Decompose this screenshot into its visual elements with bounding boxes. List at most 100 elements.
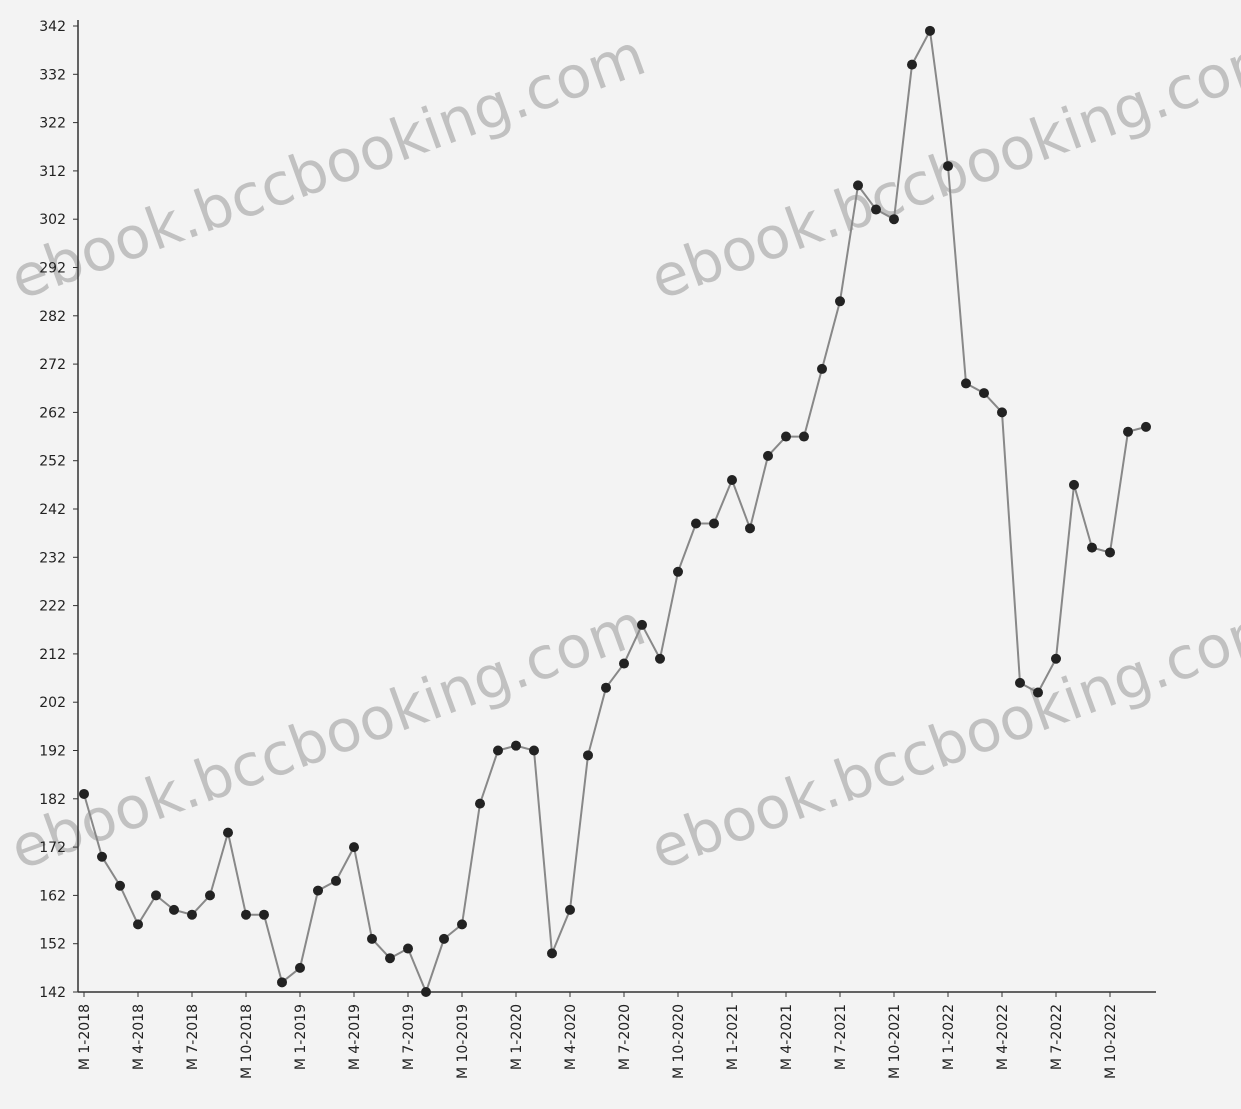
y-tick-label: 162 [39,888,66,904]
x-tick-label: M 1-2019 [293,1004,309,1070]
data-point [619,658,629,669]
data-point [115,880,125,891]
data-point [799,431,809,442]
data-point [817,363,827,374]
y-tick-label: 302 [39,212,66,228]
data-point [331,875,341,886]
data-point [151,890,161,901]
y-tick-label: 322 [39,116,66,132]
data-point [709,518,719,529]
data-point [439,933,449,944]
x-tick-label: M 1-2022 [941,1004,957,1070]
y-tick-label: 242 [39,502,66,518]
data-point [979,388,989,399]
data-point [403,943,413,954]
y-tick-label: 252 [39,454,66,470]
data-point [1123,426,1133,437]
x-tick-label: M 1-2020 [509,1004,525,1070]
x-tick-label: M 7-2022 [1049,1004,1065,1070]
data-point [835,296,845,307]
data-point [349,842,359,853]
tick-labels: 142 152 162 172 182 192 202 212 222 232 242 252 262 2… [39,19,1119,1079]
data-point [637,619,647,630]
data-point [529,745,539,756]
y-tick-label: 212 [39,647,66,663]
data-point [97,851,107,862]
x-tick-label: M 10-2022 [1103,1004,1119,1079]
y-tick-label: 262 [39,405,66,421]
data-point [871,204,881,215]
watermark-text: ebook.bccbooking.com [642,590,1241,883]
data-point [727,475,737,486]
watermark-text: ebook.bccbooking.com [642,20,1241,313]
y-tick-label: 182 [39,792,66,808]
data-point [277,977,287,988]
data-point [223,827,233,838]
data-point [79,788,89,799]
watermark-layer: ebook.bccbooking.comebook.bccbooking.com… [2,20,1241,883]
data-point [997,407,1007,418]
data-point [1051,653,1061,664]
x-tick-label: M 7-2020 [617,1004,633,1070]
y-tick-label: 342 [39,19,66,35]
x-tick-label: M 4-2021 [779,1004,795,1070]
x-tick-label: M 7-2019 [401,1004,417,1070]
x-tick-label: M 10-2019 [455,1004,471,1079]
watermark-text: ebook.bccbooking.com [2,590,654,883]
axes [73,20,1156,997]
data-point [943,161,953,172]
x-tick-label: M 1-2021 [725,1004,741,1070]
data-point [421,987,431,997]
data-point [691,518,701,529]
data-point [313,885,323,896]
data-point [583,750,593,761]
data-point [673,566,683,577]
data-point [763,450,773,461]
y-tick-label: 172 [39,840,66,856]
y-tick-label: 272 [39,357,66,373]
y-tick-label: 202 [39,695,66,711]
data-point [781,431,791,442]
x-tick-label: M 10-2020 [671,1004,687,1079]
data-point [1087,542,1097,553]
y-tick-label: 332 [39,67,66,83]
x-tick-label: M 10-2018 [239,1004,255,1079]
data-point [565,904,575,915]
y-tick-label: 142 [39,985,66,1001]
data-point [295,962,305,973]
data-point [205,890,215,901]
y-tick-label: 282 [39,309,66,325]
data-point [187,909,197,920]
x-tick-label: M 4-2022 [995,1004,1011,1070]
series-layer [79,25,1151,997]
data-point [241,909,251,920]
data-point [133,919,143,930]
data-point [367,933,377,944]
x-tick-label: M 7-2021 [833,1004,849,1070]
data-point [745,523,755,534]
y-tick-label: 222 [39,599,66,615]
y-tick-label: 232 [39,550,66,566]
x-tick-label: M 10-2021 [887,1004,903,1079]
watermark-text: ebook.bccbooking.com [2,20,654,313]
data-point [1015,677,1025,688]
y-tick-label: 292 [39,261,66,277]
data-point [889,214,899,225]
x-tick-label: M 7-2018 [185,1004,201,1070]
data-point [475,798,485,809]
data-point [493,745,503,756]
x-tick-label: M 4-2019 [347,1004,363,1070]
data-point [385,953,395,964]
data-point [169,904,179,915]
x-tick-label: M 1-2018 [77,1004,93,1070]
data-point [259,909,269,920]
data-point [1033,687,1043,698]
data-point [1105,547,1115,558]
data-point [961,378,971,389]
data-point [1141,421,1151,432]
data-point [925,25,935,36]
data-point [457,919,467,930]
y-tick-label: 192 [39,744,66,760]
